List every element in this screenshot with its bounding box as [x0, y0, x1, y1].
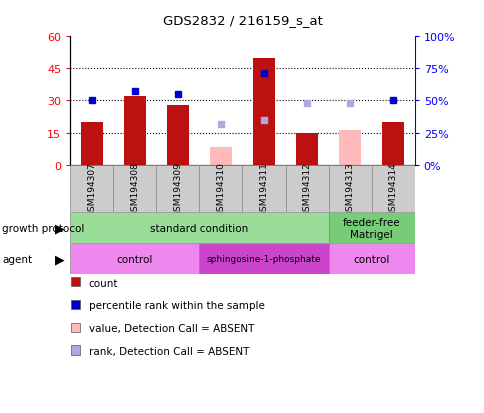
FancyBboxPatch shape [113, 165, 156, 213]
Bar [296, 133, 317, 165]
Bar [81, 123, 103, 165]
Text: growth protocol: growth protocol [2, 223, 85, 233]
Bar [339, 131, 360, 165]
Bar [71, 300, 80, 309]
FancyBboxPatch shape [199, 244, 328, 275]
Text: control: control [117, 254, 153, 264]
Text: GSM194308: GSM194308 [130, 161, 139, 216]
Text: GSM194311: GSM194311 [259, 161, 268, 216]
Bar [71, 346, 80, 355]
FancyBboxPatch shape [285, 165, 328, 213]
Bar [381, 123, 403, 165]
Text: GDS2832 / 216159_s_at: GDS2832 / 216159_s_at [162, 14, 322, 27]
Text: ▶: ▶ [55, 222, 64, 235]
Text: feeder-free
Matrigel: feeder-free Matrigel [342, 217, 400, 239]
Bar [71, 323, 80, 332]
Bar [167, 105, 188, 165]
FancyBboxPatch shape [328, 244, 414, 275]
Text: GSM194307: GSM194307 [87, 161, 96, 216]
Text: percentile rank within the sample: percentile rank within the sample [89, 301, 264, 311]
FancyBboxPatch shape [242, 165, 285, 213]
Bar [124, 97, 145, 165]
FancyBboxPatch shape [199, 165, 242, 213]
Text: count: count [89, 278, 118, 288]
Bar [210, 148, 231, 165]
Text: sphingosine-1-phosphate: sphingosine-1-phosphate [206, 255, 320, 263]
Text: standard condition: standard condition [150, 223, 248, 233]
Bar [71, 278, 80, 287]
FancyBboxPatch shape [156, 165, 199, 213]
Text: rank, Detection Call = ABSENT: rank, Detection Call = ABSENT [89, 346, 249, 356]
FancyBboxPatch shape [70, 244, 199, 275]
Text: GSM194312: GSM194312 [302, 161, 311, 216]
FancyBboxPatch shape [70, 165, 113, 213]
Text: control: control [353, 254, 389, 264]
FancyBboxPatch shape [70, 213, 328, 244]
Bar [253, 59, 274, 165]
Text: GSM194310: GSM194310 [216, 161, 225, 216]
FancyBboxPatch shape [328, 213, 414, 244]
Text: ▶: ▶ [55, 253, 64, 266]
Text: GSM194309: GSM194309 [173, 161, 182, 216]
Text: GSM194314: GSM194314 [388, 161, 397, 216]
Text: GSM194313: GSM194313 [345, 161, 354, 216]
Text: value, Detection Call = ABSENT: value, Detection Call = ABSENT [89, 323, 254, 333]
FancyBboxPatch shape [371, 165, 414, 213]
Text: agent: agent [2, 254, 32, 264]
FancyBboxPatch shape [328, 165, 371, 213]
